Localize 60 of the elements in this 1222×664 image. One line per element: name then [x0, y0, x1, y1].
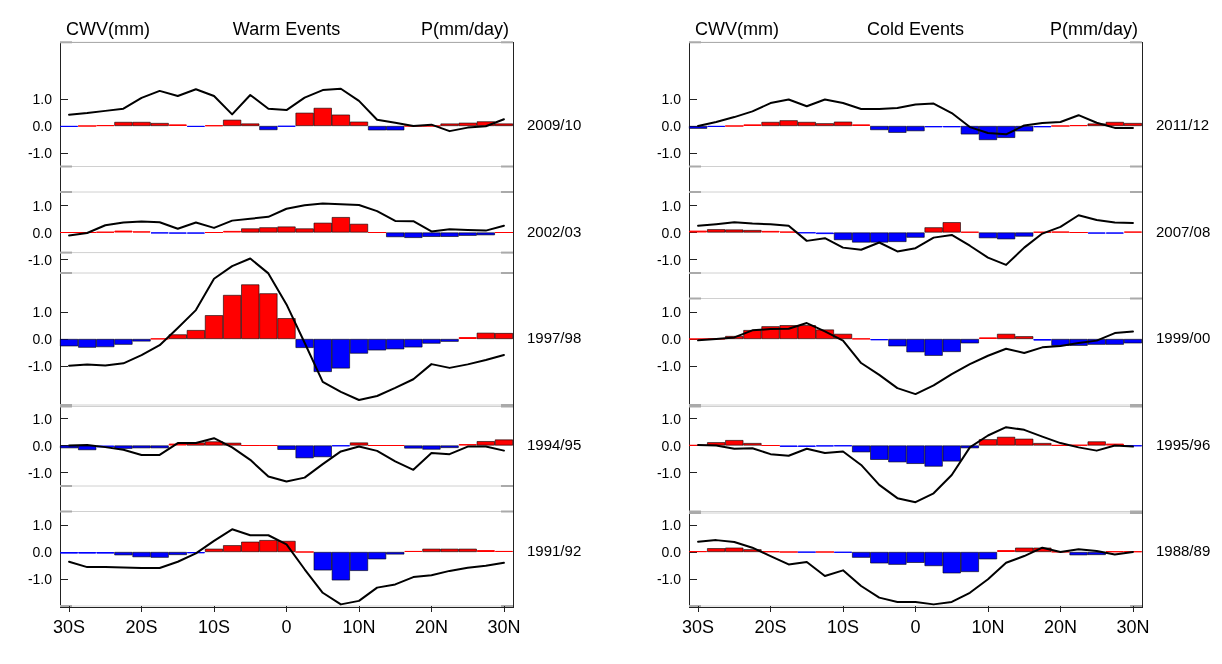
chart-title: Warm Events	[232, 19, 341, 39]
x-tick-label: 30S	[53, 617, 86, 637]
x-tick-label: 10S	[827, 617, 860, 637]
y-tick-label: 1.0	[661, 517, 682, 533]
x-tick-label: 20N	[414, 617, 448, 637]
x-tick-label: 20S	[125, 617, 158, 637]
text: 2011/12	[1156, 116, 1210, 133]
x-tick-label: 10N	[971, 617, 1005, 637]
y-tick-label: -1.0	[27, 358, 53, 374]
x-tick-label: 30S	[682, 617, 715, 637]
y2-axis-title: P(mm/day)	[1049, 19, 1138, 39]
y-tick-label: -1.0	[27, 145, 53, 161]
y-tick-label: 0.0	[661, 437, 682, 454]
y-tick-label: -1.0	[656, 145, 682, 161]
x-tick-label: 20N	[1043, 617, 1077, 637]
text: 1988/89	[1156, 542, 1211, 559]
y-tick-label: 0.0	[32, 224, 53, 241]
y-tick-label: 1.0	[32, 410, 53, 427]
x-tick-label: 30N	[1116, 617, 1150, 637]
y-tick-label: 0.0	[661, 544, 682, 560]
text: 2002/03	[527, 222, 582, 240]
y-tick-label: 1.0	[661, 304, 682, 320]
text: 1991/92	[527, 542, 582, 559]
x-tick-label: 0	[910, 617, 921, 637]
y-tick-label: 0.0	[661, 224, 682, 241]
y2-axis-title: P(mm/day)	[420, 19, 509, 39]
x-tick-label: 10N	[342, 617, 376, 637]
y-tick-label: -1.0	[656, 571, 682, 587]
y-tick-label: 0.0	[661, 118, 682, 134]
y-tick-label: 0.0	[32, 544, 53, 560]
x-tick-label: 20S	[754, 617, 787, 637]
y-tick-label: 1.0	[32, 517, 53, 533]
y-tick-label: 1.0	[32, 304, 53, 320]
y-tick-label: -1.0	[27, 571, 53, 587]
y-tick-label: 0.0	[661, 331, 682, 347]
x-tick-label: 30N	[487, 617, 521, 637]
y-tick-label: -1.0	[656, 358, 682, 374]
y-tick-label: -1.0	[27, 464, 53, 481]
y-tick-label: 0.0	[32, 331, 53, 347]
y-tick-label: -1.0	[656, 251, 682, 268]
text: 1994/95	[527, 435, 582, 453]
y-axis-title: CWV(mm)	[66, 19, 150, 39]
y-tick-label: 1.0	[32, 197, 53, 214]
y-tick-label: 1.0	[661, 410, 682, 427]
text: 1999/00	[1156, 329, 1211, 346]
x-tick-label: 0	[281, 617, 292, 637]
y-axis-title: CWV(mm)	[695, 19, 779, 39]
chart-title: Cold Events	[866, 19, 965, 39]
text: 1995/96	[1156, 435, 1211, 453]
y-tick-label: -1.0	[27, 251, 53, 268]
x-tick-label: 10S	[198, 617, 231, 637]
y-tick-label: 1.0	[661, 91, 682, 107]
y-tick-label: 0.0	[32, 437, 53, 454]
y-tick-label: -1.0	[656, 464, 682, 481]
text: 1997/98	[527, 329, 582, 346]
text: 2009/10	[527, 116, 582, 133]
y-tick-label: 1.0	[661, 197, 682, 214]
text: 2007/08	[1156, 222, 1211, 240]
y-tick-label: 0.0	[32, 118, 53, 134]
y-tick-label: 1.0	[32, 91, 53, 107]
